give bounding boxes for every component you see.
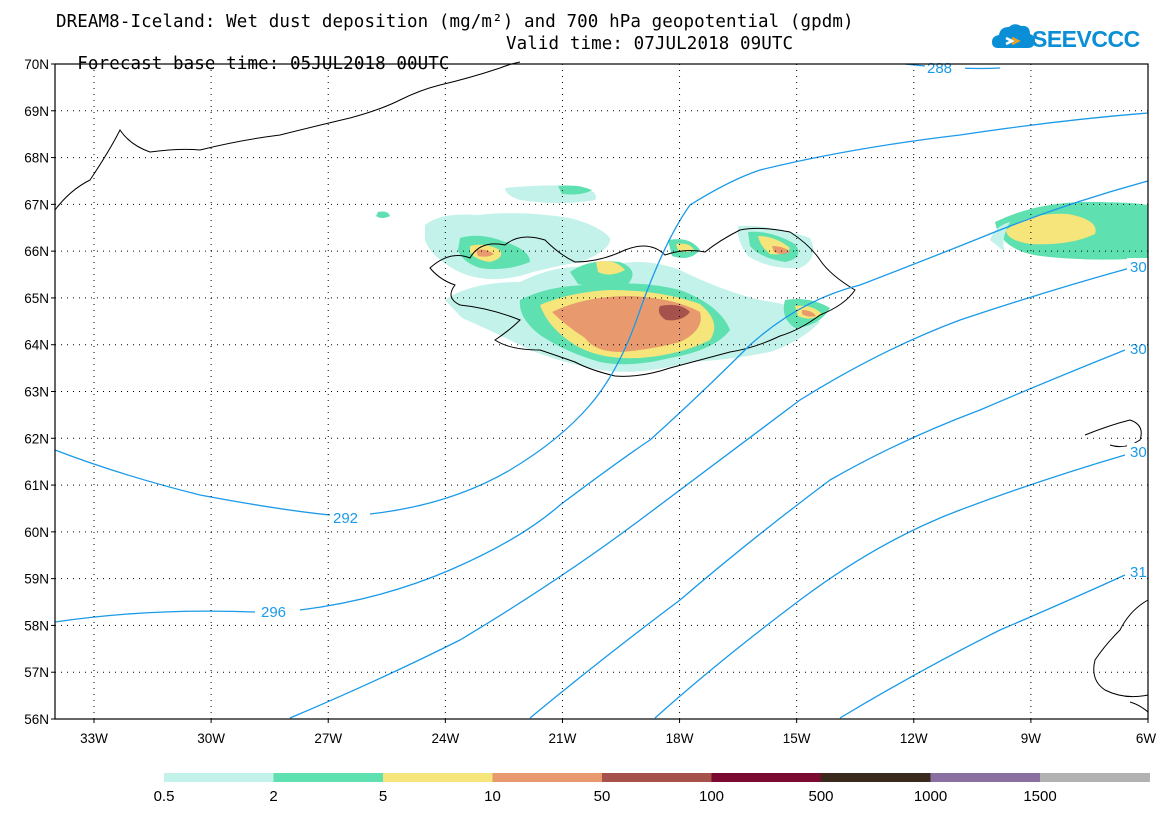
legend-swatch: [602, 773, 712, 782]
lon-label: 21W: [549, 731, 577, 746]
contour-label-30-b: 30: [1130, 341, 1147, 358]
lon-label: 9W: [1021, 731, 1042, 746]
lon-label: 33W: [80, 731, 108, 746]
contour-label-30-c: 30: [1130, 444, 1147, 461]
lat-label: 58N: [24, 618, 49, 633]
geopotential-contours: [54, 63, 1149, 719]
lat-label: 70N: [24, 57, 49, 72]
lat-label: 59N: [24, 572, 49, 587]
legend-label: 2: [269, 788, 278, 805]
legend-label: 1500: [1023, 788, 1057, 805]
legend-swatch: [930, 773, 1041, 782]
legend-label: 100: [698, 788, 725, 805]
contour-label-30-a: 30: [1130, 259, 1147, 276]
coastlines: [54, 61, 1149, 713]
axis-labels: 70N 69N 68N 67N 66N 65N 64N 63N 62N 61N 60N 59N 58N 5…: [24, 57, 1156, 746]
contour-label-288: 288: [927, 60, 952, 77]
dust-deposition-field: [376, 185, 1148, 372]
lat-label: 67N: [24, 197, 49, 212]
lat-label: 66N: [24, 244, 49, 259]
map-title: DREAM8-Iceland: Wet dust deposition (mg/…: [56, 12, 854, 32]
valid-time: Valid time: 07JUL2018 09UTC: [506, 34, 794, 54]
lat-label: 61N: [24, 478, 49, 493]
legend-swatch: [383, 773, 493, 782]
legend-swatch: [164, 773, 274, 782]
contour-label-296: 296: [261, 604, 286, 621]
contour-label-31: 31: [1130, 564, 1147, 581]
legend-swatch: [711, 773, 822, 782]
legend-label: 50: [593, 788, 611, 805]
lat-label: 69N: [24, 104, 49, 119]
legend-swatch: [1040, 773, 1150, 782]
lat-label: 68N: [24, 151, 49, 166]
lat-label: 63N: [24, 385, 49, 400]
lat-label: 62N: [24, 431, 49, 446]
lat-label: 60N: [24, 525, 49, 540]
lon-label: 24W: [431, 731, 459, 746]
cloud-icon: [992, 24, 1036, 48]
legend-label: 500: [808, 788, 834, 805]
lon-label: 18W: [666, 731, 694, 746]
lon-label: 15W: [783, 731, 811, 746]
lat-label: 56N: [24, 712, 49, 727]
map-frame: [54, 63, 1149, 720]
legend-label: 0.5: [153, 788, 175, 805]
lon-label: 12W: [900, 731, 928, 746]
lat-label: 64N: [24, 338, 49, 353]
graticule: [51, 63, 1149, 723]
lat-label: 57N: [24, 665, 49, 680]
lon-label: 27W: [314, 731, 342, 746]
lon-label: 6W: [1136, 731, 1157, 746]
legend-label: 5: [378, 788, 388, 805]
legend-swatch: [492, 773, 603, 782]
legend-label: 1000: [913, 788, 948, 805]
legend-colorbar: [164, 773, 1150, 782]
legend-swatch: [821, 773, 931, 782]
legend-swatch: [273, 773, 384, 782]
contour-label-292: 292: [333, 510, 358, 527]
legend-label: 10: [484, 788, 501, 805]
lat-label: 65N: [24, 291, 49, 306]
seevccc-logo: SEEVCCC: [1032, 26, 1140, 52]
lon-label: 30W: [197, 731, 225, 746]
